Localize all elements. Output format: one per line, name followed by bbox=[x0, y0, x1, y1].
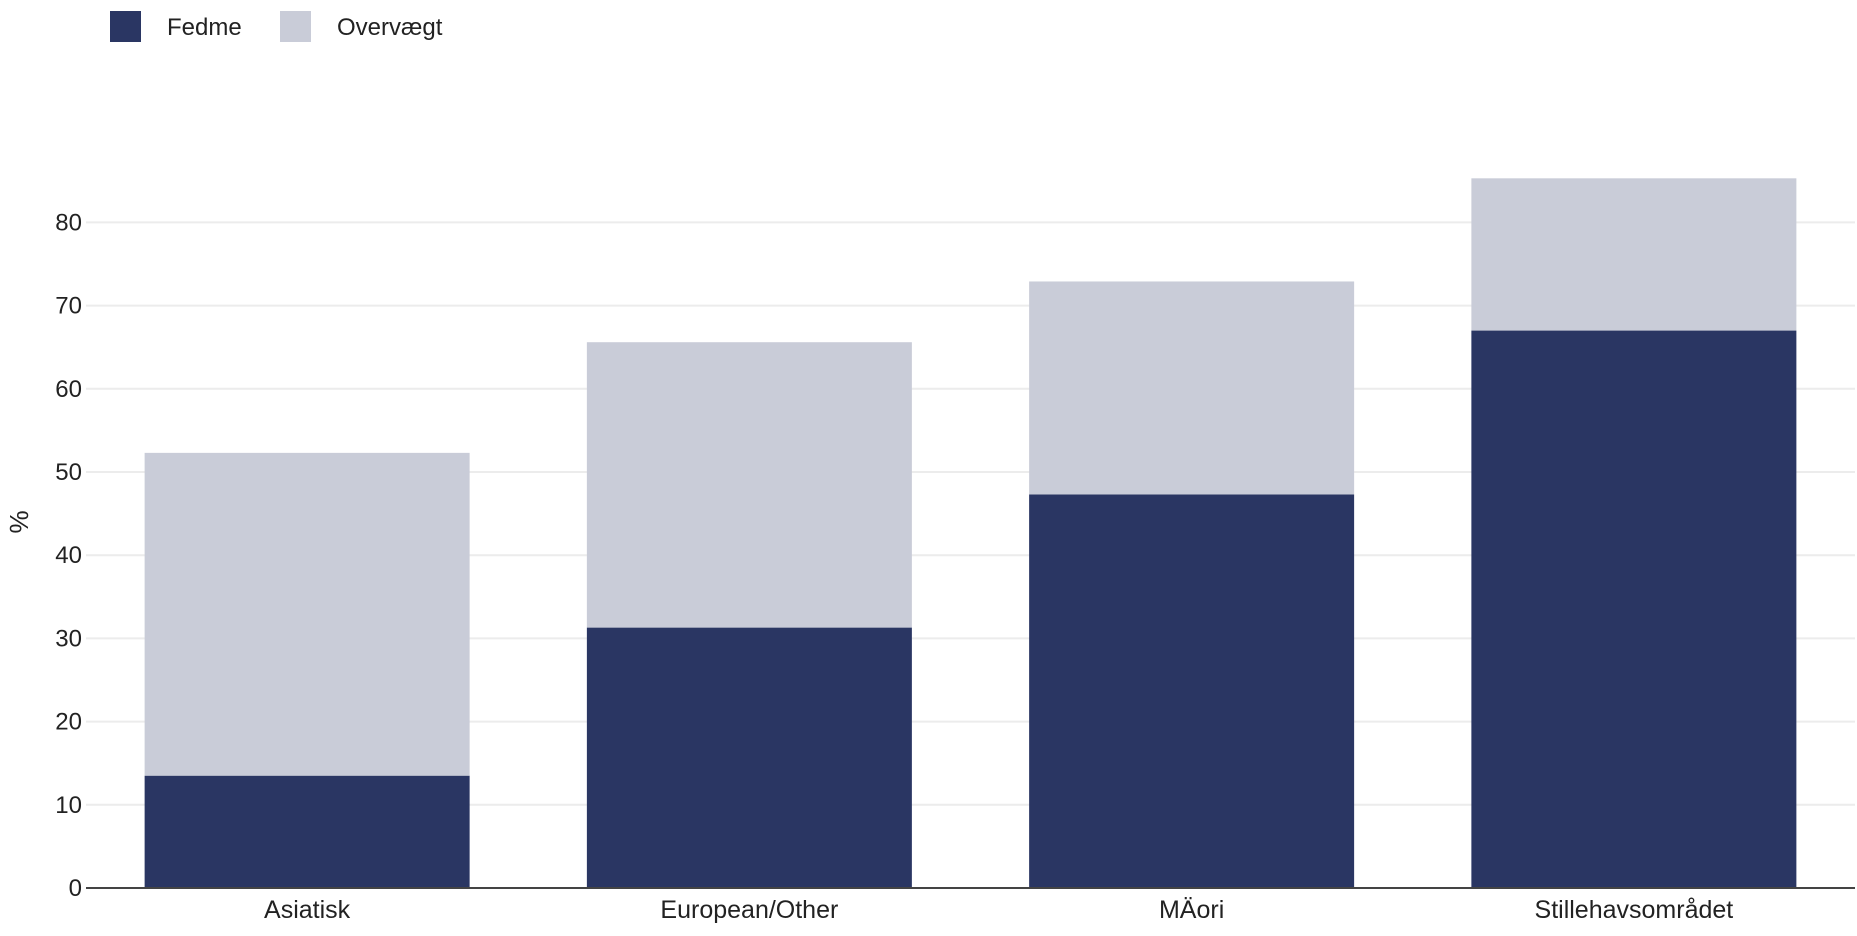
y-tick-label-10: 10 bbox=[55, 792, 82, 819]
y-tick-label-50: 50 bbox=[55, 459, 82, 486]
x-tick-label-2: European/Other bbox=[660, 896, 838, 924]
y-tick-label-30: 30 bbox=[55, 625, 82, 652]
axes: 0 10 20 30 40 50 60 70 80% Asiatisk European/Other… bbox=[4, 209, 1855, 924]
y-tick-label-80: 80 bbox=[55, 209, 82, 236]
y-axis-label: % bbox=[4, 510, 34, 533]
bar-overvaegt-3 bbox=[1029, 281, 1355, 495]
bar-fedme-2 bbox=[586, 627, 912, 888]
x-tick-label-4: Stillehavsområdet bbox=[1535, 896, 1734, 924]
legend-label-1: Fedme bbox=[167, 14, 242, 41]
y-tick-label-70: 70 bbox=[55, 293, 82, 320]
bar-overvaegt-4 bbox=[1471, 178, 1797, 331]
legend: Fedme Overvægt bbox=[110, 11, 443, 42]
x-tick-label-3: MÄori bbox=[1159, 896, 1224, 924]
y-tick-label-20: 20 bbox=[55, 709, 82, 736]
legend-label-2: Overvægt bbox=[337, 14, 443, 41]
bar-fedme-4 bbox=[1471, 330, 1797, 888]
bar-overvaegt-2 bbox=[586, 342, 912, 628]
legend-swatch-2 bbox=[280, 11, 311, 42]
bar-overvaegt-1 bbox=[144, 452, 470, 776]
y-tick-label-60: 60 bbox=[55, 376, 82, 403]
bar-fedme-3 bbox=[1029, 494, 1355, 888]
y-tick-label-40: 40 bbox=[55, 542, 82, 569]
legend-swatch-1 bbox=[110, 11, 141, 42]
bars bbox=[144, 178, 1797, 888]
x-tick-label-1: Asiatisk bbox=[264, 896, 351, 924]
y-tick-label-0: 0 bbox=[69, 875, 82, 902]
bar-fedme-1 bbox=[144, 775, 470, 888]
